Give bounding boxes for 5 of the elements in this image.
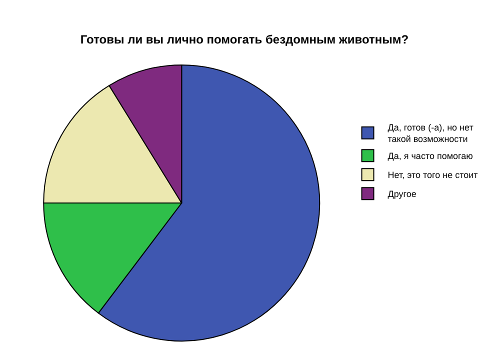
chart-title: Готовы ли вы лично помогать бездомным животным? <box>80 32 409 46</box>
legend-label: Другое <box>388 189 416 200</box>
legend-label: Нет, это того не стоит <box>388 170 478 180</box>
legend-label: Да, я часто помогаю <box>388 151 474 162</box>
legend-label: Да, готов (-а), но нет такой возможности <box>388 122 474 144</box>
